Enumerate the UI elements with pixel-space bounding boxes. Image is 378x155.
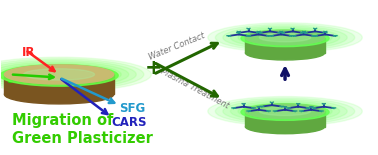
Text: Migration of
Green Plasticizer: Migration of Green Plasticizer xyxy=(12,113,153,146)
Ellipse shape xyxy=(208,23,362,52)
Ellipse shape xyxy=(245,31,325,45)
Ellipse shape xyxy=(238,29,332,46)
Text: SFG: SFG xyxy=(119,102,146,115)
Text: Plasma Treatment: Plasma Treatment xyxy=(159,66,230,110)
Polygon shape xyxy=(5,74,114,94)
Ellipse shape xyxy=(0,63,121,86)
Ellipse shape xyxy=(5,65,114,84)
Ellipse shape xyxy=(245,46,325,60)
Ellipse shape xyxy=(208,97,362,126)
Ellipse shape xyxy=(5,85,114,104)
Ellipse shape xyxy=(231,27,340,48)
Ellipse shape xyxy=(245,31,325,45)
Ellipse shape xyxy=(0,60,136,89)
Ellipse shape xyxy=(215,98,355,124)
Polygon shape xyxy=(245,111,325,127)
Ellipse shape xyxy=(5,65,114,84)
Ellipse shape xyxy=(0,57,151,92)
Ellipse shape xyxy=(0,65,118,86)
Ellipse shape xyxy=(215,24,355,51)
Ellipse shape xyxy=(0,59,144,90)
Ellipse shape xyxy=(241,104,329,120)
Text: VIS: VIS xyxy=(5,73,29,86)
Ellipse shape xyxy=(0,62,129,87)
Ellipse shape xyxy=(245,104,325,118)
Ellipse shape xyxy=(238,103,332,120)
Ellipse shape xyxy=(241,30,329,47)
Text: CARS: CARS xyxy=(112,115,147,128)
Ellipse shape xyxy=(259,33,311,42)
Ellipse shape xyxy=(223,100,347,123)
Ellipse shape xyxy=(245,104,325,118)
Ellipse shape xyxy=(223,26,347,49)
Text: +: + xyxy=(144,58,162,78)
Polygon shape xyxy=(245,38,325,53)
Text: Water Contact: Water Contact xyxy=(147,31,206,62)
Text: IR: IR xyxy=(22,46,35,59)
Ellipse shape xyxy=(245,120,325,134)
Ellipse shape xyxy=(231,101,340,121)
Ellipse shape xyxy=(259,107,311,115)
Ellipse shape xyxy=(23,69,94,80)
